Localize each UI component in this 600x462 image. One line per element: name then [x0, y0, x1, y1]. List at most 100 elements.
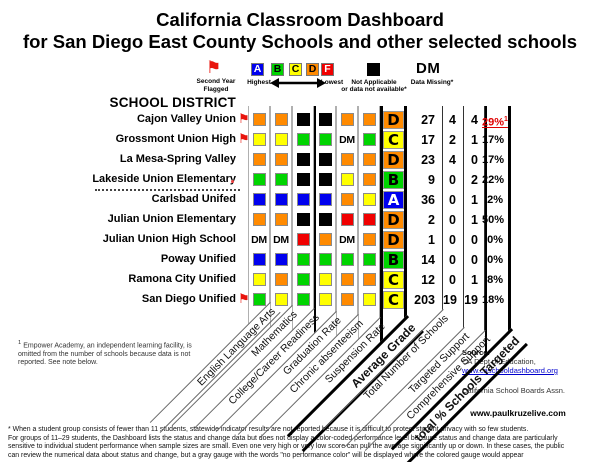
grade-cell: D	[383, 111, 404, 129]
privacy-note-line: For groups of 11–29 students, the Dashbo…	[8, 434, 558, 442]
indicator-cell	[274, 273, 288, 286]
comprehensive-support-value: 19	[464, 293, 478, 307]
grade-legend-box-a: A	[251, 63, 264, 76]
column-strip	[443, 106, 464, 348]
source-heading: Source:	[462, 348, 490, 357]
total-schools-value: 36	[421, 193, 435, 207]
targeted-support-value: 0	[449, 193, 456, 207]
footnote-marker: 1	[18, 340, 22, 346]
indicator-cell	[362, 293, 376, 306]
grade-cell: A	[383, 191, 404, 209]
indicator-cell	[318, 273, 332, 286]
targeted-support-value: 19	[443, 293, 457, 307]
indicator-cell	[296, 173, 310, 186]
indicator-cell	[318, 193, 332, 206]
targeted-support-value: 0	[449, 233, 456, 247]
privacy-note-line: can review the numerical data about stat…	[8, 451, 524, 459]
indicator-cell	[274, 293, 288, 306]
indicator-cell	[362, 173, 376, 186]
comprehensive-support-value: 0	[471, 253, 478, 267]
indicator-cell	[252, 113, 266, 126]
dashboard-link[interactable]: www.caschooldashboard.org	[462, 366, 558, 375]
indicator-cell	[318, 113, 332, 126]
pct-targeted-value: 22%	[482, 174, 505, 186]
dm-cell: DM	[339, 134, 355, 146]
pct-targeted-value: 0%	[487, 254, 503, 266]
targeted-support-value: 0	[449, 253, 456, 267]
targeted-support-value: 4	[449, 153, 456, 167]
total-schools-value: 2	[428, 213, 435, 227]
total-schools-value: 27	[421, 113, 435, 127]
pct-targeted-value: 18%	[482, 294, 505, 306]
indicator-cell	[274, 213, 288, 226]
grade-legend-box-d: D	[306, 63, 319, 76]
pct-targeted-value: 2%	[487, 194, 503, 206]
indicator-cell	[252, 213, 266, 226]
column-strip	[407, 106, 443, 345]
comprehensive-support-value: 4	[471, 113, 478, 127]
dm-cell: DM	[273, 234, 289, 246]
dm-cell: DM	[339, 234, 355, 246]
indicator-cell	[318, 293, 332, 306]
indicator-cell	[252, 253, 266, 266]
second-year-flag-icon: ⚑	[238, 131, 250, 146]
indicator-cell	[318, 153, 332, 166]
indicator-cell	[318, 133, 332, 146]
comprehensive-support-value: 0	[471, 233, 478, 247]
indicator-cell	[252, 273, 266, 286]
indicator-cell	[340, 253, 354, 266]
total-schools-value: 203	[414, 293, 435, 307]
website-url: www.paulkruzelive.com	[470, 408, 566, 418]
highest-label: Highest	[247, 79, 271, 86]
indicator-cell	[362, 113, 376, 126]
source-block: Source: CA Dept of Education, www.cascho…	[462, 348, 594, 395]
comprehensive-support-value: 1	[471, 273, 478, 287]
comprehensive-support-value: 2	[471, 173, 478, 187]
indicator-cell	[340, 173, 354, 186]
not-applicable-icon	[367, 63, 380, 76]
dm-legend-abbr: DM	[416, 60, 441, 77]
pct-targeted-value: 29%1	[482, 116, 508, 129]
dm-cell: DM	[251, 234, 267, 246]
indicator-cell	[362, 213, 376, 226]
indicator-cell	[296, 213, 310, 226]
indicator-cell	[274, 113, 288, 126]
district-label: Poway Unified	[160, 253, 236, 265]
total-schools-value: 9	[428, 173, 435, 187]
targeted-support-value: 0	[449, 273, 456, 287]
indicator-cell	[296, 293, 310, 306]
indicator-cell	[340, 113, 354, 126]
indicator-cell	[318, 213, 332, 226]
red-mark	[231, 180, 234, 183]
indicator-cell	[296, 153, 310, 166]
indicator-cell	[318, 233, 332, 246]
indicator-cell	[296, 273, 310, 286]
targeted-support-value: 2	[449, 133, 456, 147]
total-schools-value: 1	[428, 233, 435, 247]
page-title-line2: for San Diego East County Schools and ot…	[22, 31, 578, 52]
footnote-text: Empower Academy, an independent learning…	[18, 342, 192, 367]
grade-cell: B	[383, 171, 404, 189]
flag-legend-label: Second Year Flagged	[196, 78, 236, 93]
indicator-cell	[274, 253, 288, 266]
indicator-cell	[274, 193, 288, 206]
dm-legend-label: Data Missing*	[410, 79, 454, 86]
indicator-cell	[340, 213, 354, 226]
na-label-line1: Not Applicable	[351, 79, 397, 86]
district-label: Lakeside Union Elementary	[92, 173, 236, 185]
total-schools-value: 12	[421, 273, 435, 287]
indicator-cell	[274, 153, 288, 166]
comprehensive-support-value: 0	[471, 153, 478, 167]
indicator-cell	[362, 233, 376, 246]
comprehensive-support-value: 1	[471, 193, 478, 207]
targeted-support-value: 4	[449, 113, 456, 127]
source-assn: California School Boards Assn.	[462, 386, 565, 395]
indicator-cell	[362, 153, 376, 166]
na-label-line2: or data not available*	[341, 86, 407, 93]
indicator-cell	[252, 293, 266, 306]
privacy-note-line: sensitive to individual student performa…	[8, 443, 565, 451]
second-year-flag-icon: ⚑	[206, 58, 222, 77]
comprehensive-support-value: 1	[471, 133, 478, 147]
grade-legend-box-c: C	[289, 63, 302, 76]
grade-cell: C	[383, 131, 404, 149]
